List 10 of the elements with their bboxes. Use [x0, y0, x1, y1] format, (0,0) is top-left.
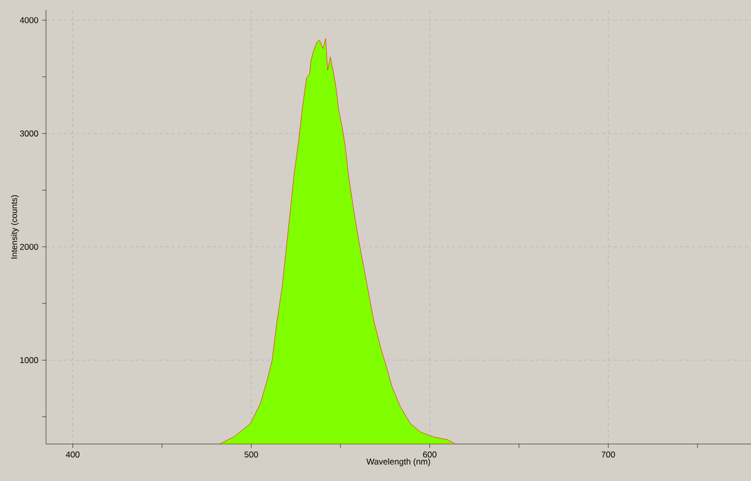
- y-tick-label: 2000: [20, 244, 38, 250]
- x-axis-title: Wavelength (nm): [366, 458, 430, 466]
- y-axis-title: Intensity (counts): [10, 195, 19, 258]
- y-tick-label: 3000: [20, 130, 38, 136]
- y-tick-label: 4000: [20, 17, 38, 24]
- x-tick-label: 700: [602, 452, 615, 458]
- x-tick-label: 600: [423, 452, 436, 458]
- x-tick-label: 400: [66, 452, 80, 458]
- y-tick-label: 1000: [20, 357, 38, 364]
- x-tick-label: 500: [244, 452, 258, 458]
